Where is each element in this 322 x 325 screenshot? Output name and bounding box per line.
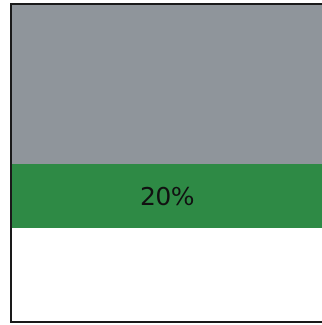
- progress-widget-frame: 20%: [10, 3, 322, 323]
- lower-white-panel: [12, 228, 322, 321]
- progress-bar-fill: [12, 164, 322, 228]
- progress-percent-label: 20%: [139, 181, 195, 211]
- upper-gray-panel: [12, 5, 322, 164]
- progress-bar: 20%: [12, 164, 322, 228]
